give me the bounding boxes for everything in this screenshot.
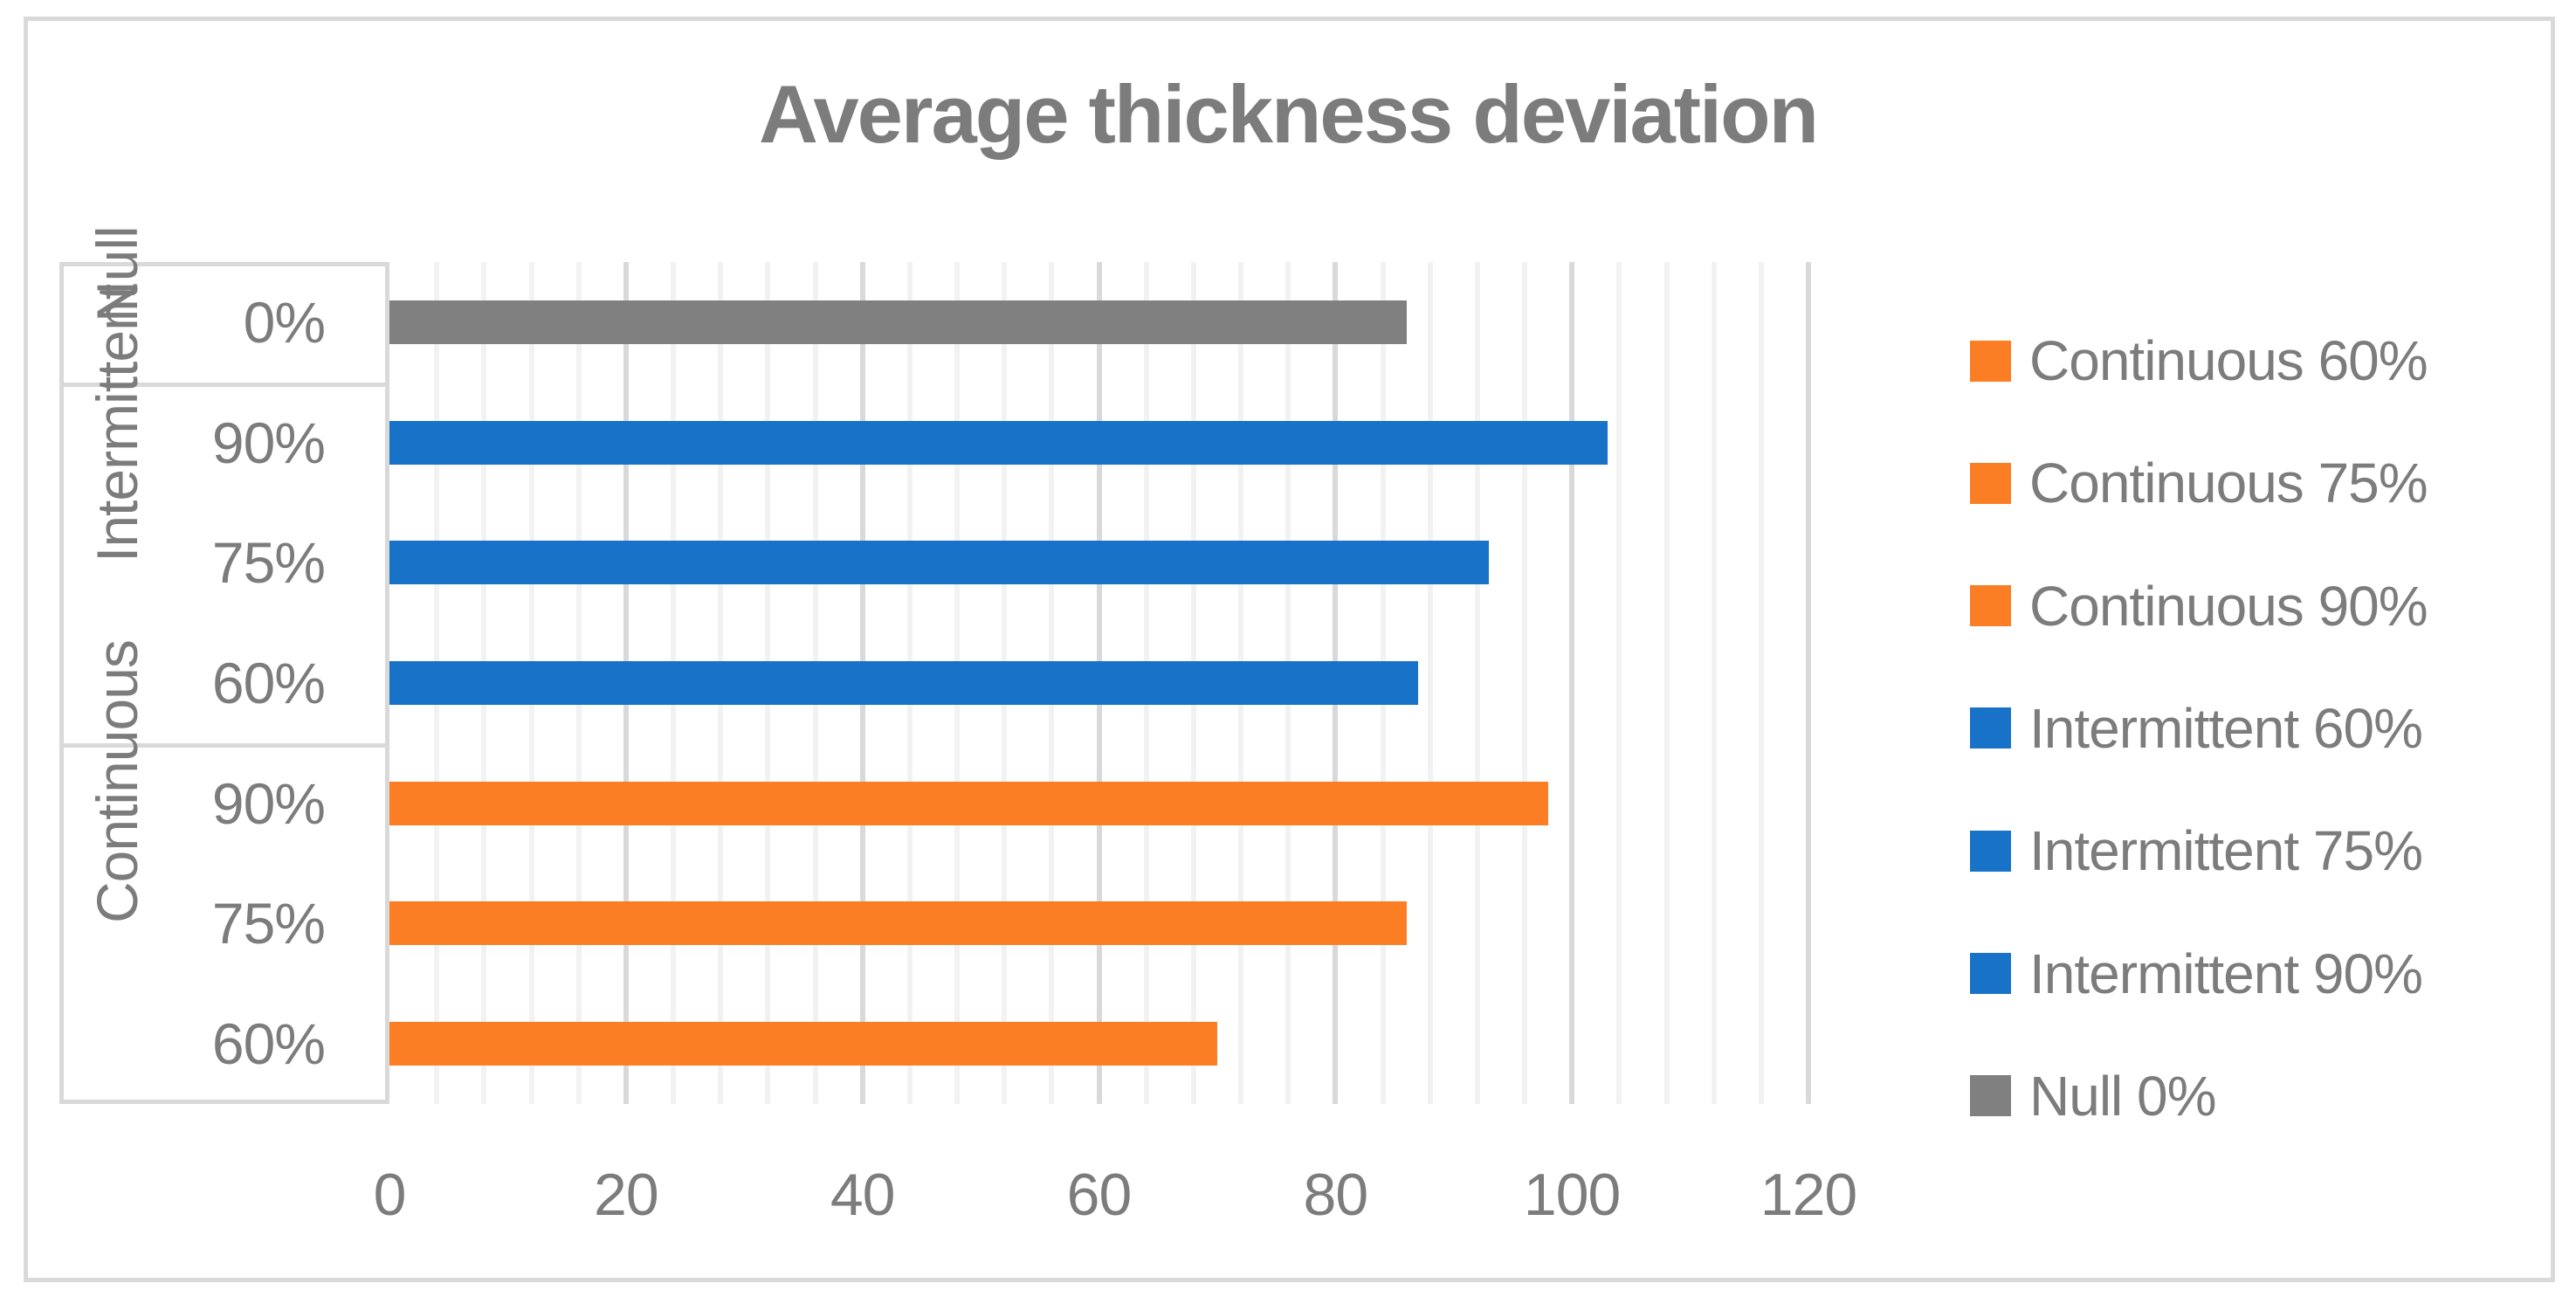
major-gridline bbox=[1569, 262, 1575, 1104]
legend-label: Null 0% bbox=[2029, 1064, 2217, 1128]
bar-continuous-75- bbox=[389, 901, 1407, 946]
category-label-null-0-: 0% bbox=[243, 289, 326, 355]
x-axis-tick-120: 120 bbox=[1760, 1162, 1857, 1228]
legend-swatch bbox=[1970, 707, 2011, 749]
legend-label: Continuous 60% bbox=[2029, 329, 2428, 392]
minor-gridline bbox=[1711, 262, 1717, 1104]
legend-label: Continuous 75% bbox=[2029, 452, 2428, 515]
bar-continuous-90- bbox=[389, 781, 1549, 825]
category-label-continuous-60-: 60% bbox=[211, 1011, 326, 1077]
legend-entry-continuous-90-: Continuous 90% bbox=[1970, 574, 2428, 638]
minor-gridline bbox=[1522, 262, 1527, 1104]
bar-continuous-60- bbox=[389, 1022, 1217, 1066]
bar-null-0- bbox=[389, 300, 1407, 344]
x-axis-tick-40: 40 bbox=[830, 1162, 896, 1228]
category-label-continuous-90-: 90% bbox=[211, 770, 326, 836]
legend-label: Intermittent 90% bbox=[2029, 942, 2423, 1005]
legend-swatch bbox=[1970, 585, 2011, 627]
minor-gridline bbox=[1663, 262, 1670, 1104]
bar-intermittent-90- bbox=[389, 420, 1608, 465]
minor-gridline bbox=[1758, 262, 1764, 1104]
minor-gridline bbox=[1616, 262, 1622, 1104]
legend-label: Continuous 90% bbox=[2029, 574, 2428, 638]
legend-entry-continuous-75-: Continuous 75% bbox=[1970, 452, 2428, 514]
minor-gridline bbox=[1427, 262, 1433, 1104]
x-axis-tick-60: 60 bbox=[1066, 1162, 1133, 1228]
legend-swatch bbox=[1970, 462, 2011, 504]
category-label-intermittent-75-: 75% bbox=[211, 530, 326, 596]
bar-intermittent-75- bbox=[389, 541, 1490, 585]
minor-gridline bbox=[1474, 262, 1480, 1104]
legend-entry-intermittent-75-: Intermittent 75% bbox=[1970, 819, 2423, 883]
x-axis-tick-80: 80 bbox=[1303, 1162, 1369, 1228]
chart-outer-border bbox=[24, 17, 2555, 1282]
category-label-continuous-75-: 75% bbox=[211, 891, 326, 956]
bar-intermittent-60- bbox=[389, 661, 1419, 705]
category-group-box-continuous bbox=[59, 742, 389, 1104]
category-label-intermittent-90-: 90% bbox=[211, 410, 326, 475]
x-axis-tick-0: 0 bbox=[373, 1162, 407, 1228]
legend-swatch bbox=[1970, 953, 2011, 995]
chart-title: Average thickness deviation bbox=[758, 68, 1819, 160]
legend-swatch bbox=[1970, 1075, 2011, 1117]
legend-entry-null-0-: Null 0% bbox=[1970, 1064, 2217, 1128]
legend-entry-intermittent-90-: Intermittent 90% bbox=[1970, 942, 2423, 1005]
x-axis-tick-100: 100 bbox=[1523, 1162, 1621, 1228]
major-gridline bbox=[1806, 262, 1811, 1104]
legend-swatch bbox=[1970, 830, 2011, 872]
legend-label: Intermittent 75% bbox=[2029, 819, 2423, 883]
legend-entry-intermittent-60-: Intermittent 60% bbox=[1970, 696, 2423, 760]
legend-entry-continuous-60-: Continuous 60% bbox=[1970, 329, 2428, 392]
x-axis-tick-20: 20 bbox=[594, 1162, 659, 1228]
category-label-intermittent-60-: 60% bbox=[211, 651, 326, 715]
legend-label: Intermittent 60% bbox=[2029, 696, 2423, 760]
legend-swatch bbox=[1970, 340, 2011, 382]
